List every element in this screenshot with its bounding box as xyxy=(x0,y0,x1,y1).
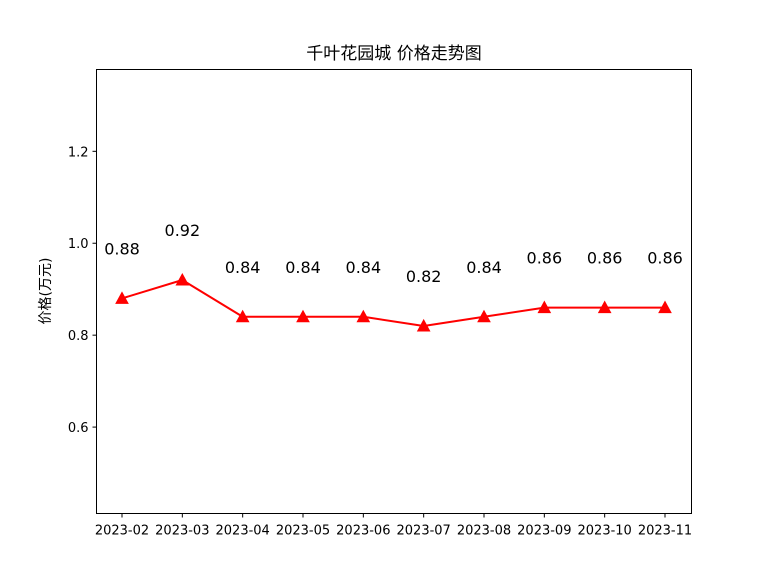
data-label: 0.84 xyxy=(225,258,261,277)
data-point-marker xyxy=(537,300,552,314)
data-point-marker xyxy=(416,318,431,332)
plot-area xyxy=(96,69,692,514)
data-label: 0.84 xyxy=(346,258,382,277)
x-tick-label: 2023-10 xyxy=(578,524,632,539)
y-tick-label: 0.8 xyxy=(68,329,89,344)
x-tick-label: 2023-02 xyxy=(95,524,149,539)
data-point-marker xyxy=(235,309,250,323)
data-label: 0.92 xyxy=(165,221,201,240)
x-tick-label: 2023-09 xyxy=(517,524,571,539)
chart-title: 千叶花园城 价格走势图 xyxy=(306,44,481,64)
y-axis-label: 价格(万元) xyxy=(38,258,54,325)
series-line xyxy=(121,279,665,327)
series-price xyxy=(115,272,672,332)
x-tick-label: 2023-11 xyxy=(638,524,692,539)
data-label: 0.82 xyxy=(406,267,442,286)
data-label: 0.84 xyxy=(466,258,502,277)
data-point-marker xyxy=(597,300,612,314)
data-point-marker xyxy=(175,272,190,286)
data-label: 0.84 xyxy=(285,258,321,277)
y-axis: 0.6 0.8 1.0 1.2 xyxy=(68,145,97,436)
data-point-marker xyxy=(296,309,310,323)
x-tick-label: 2023-05 xyxy=(276,524,330,539)
data-point-marker xyxy=(356,309,371,323)
data-label: 0.86 xyxy=(527,249,563,268)
data-point-marker xyxy=(658,300,672,314)
data-label: 0.86 xyxy=(587,249,623,268)
x-tick-label: 2023-06 xyxy=(336,524,390,539)
data-point-marker xyxy=(477,309,491,323)
y-tick-label: 1.2 xyxy=(68,145,89,160)
x-axis: 2023-02 2023-03 2023-04 2023-05 2023-06 2023-… xyxy=(95,513,692,539)
data-label: 0.88 xyxy=(104,239,140,258)
data-label: 0.86 xyxy=(647,249,683,268)
y-tick-label: 1.0 xyxy=(68,237,89,252)
data-labels: 0.88 0.92 0.84 0.84 0.84 0.82 0.84 0.86 0.86 0.86 xyxy=(104,221,683,286)
y-tick-label: 0.6 xyxy=(68,421,89,436)
x-tick-label: 2023-03 xyxy=(155,524,209,539)
data-point-marker xyxy=(115,291,129,304)
x-tick-label: 2023-07 xyxy=(397,524,451,539)
x-tick-label: 2023-08 xyxy=(457,524,511,539)
x-tick-label: 2023-04 xyxy=(216,524,270,539)
